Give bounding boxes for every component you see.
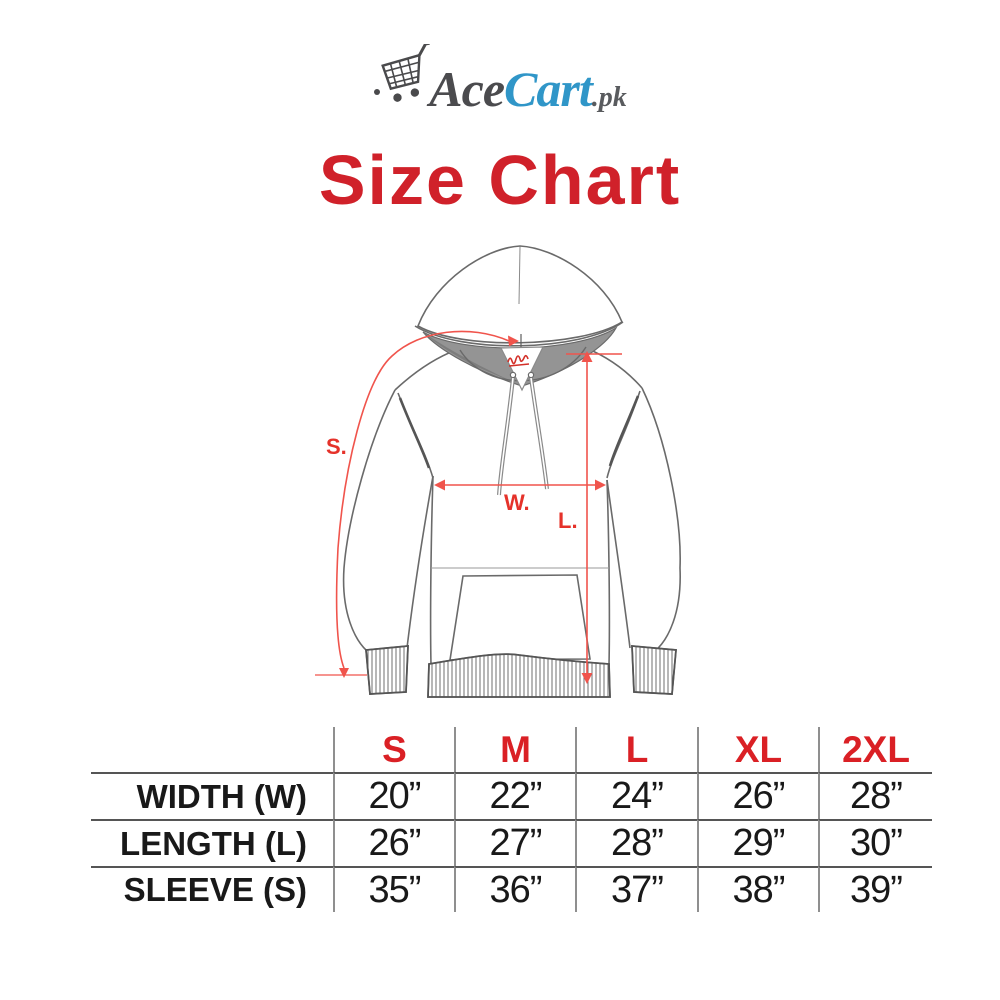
table-cell: 26” [697, 772, 818, 819]
table-cell: 26” [333, 819, 454, 866]
brand-tld: .pk [591, 82, 627, 113]
col-header-m: M [454, 727, 575, 772]
brand-logo: Ace Cart .pk [0, 44, 1000, 114]
row-label-width: WIDTH (W) [91, 772, 333, 819]
table-cell: 29” [697, 819, 818, 866]
size-table: S M L XL 2XL WIDTH (W) 20” 22” 24” 26” 2… [91, 727, 932, 912]
row-label-sleeve: SLEEVE (S) [91, 866, 333, 912]
hoodie-diagram: S. W. L. [315, 245, 681, 698]
table-corner-cell [91, 727, 333, 772]
table-cell: 37” [575, 866, 697, 912]
table-cell: 39” [818, 866, 932, 912]
col-header-s: S [333, 727, 454, 772]
table-cell: 27” [454, 819, 575, 866]
sleeve-measure-label: S. [326, 434, 347, 459]
table-cell: 36” [454, 866, 575, 912]
col-header-2xl: 2XL [818, 727, 932, 772]
table-cell: 24” [575, 772, 697, 819]
table-cell: 35” [333, 866, 454, 912]
table-cell: 38” [697, 866, 818, 912]
width-measure-label: W. [504, 490, 530, 515]
row-label-length: LENGTH (L) [91, 819, 333, 866]
brand-name-first: Ace [429, 61, 505, 117]
table-cell: 28” [575, 819, 697, 866]
brand-name-second: Cart [504, 61, 593, 117]
hoodie-outline [342, 245, 681, 698]
table-cell: 22” [454, 772, 575, 819]
col-header-l: L [575, 727, 697, 772]
col-header-xl: XL [697, 727, 818, 772]
hoodie-brand-script-logo [507, 354, 530, 367]
measurement-annotations: S. W. L. [315, 330, 622, 684]
page-title: Size Chart [318, 141, 682, 219]
hood-interior [422, 326, 618, 496]
table-cell: 28” [818, 772, 932, 819]
shopping-cart-icon [374, 44, 431, 102]
table-cell: 20” [333, 772, 454, 819]
length-measure-label: L. [558, 508, 578, 533]
table-cell: 30” [818, 819, 932, 866]
